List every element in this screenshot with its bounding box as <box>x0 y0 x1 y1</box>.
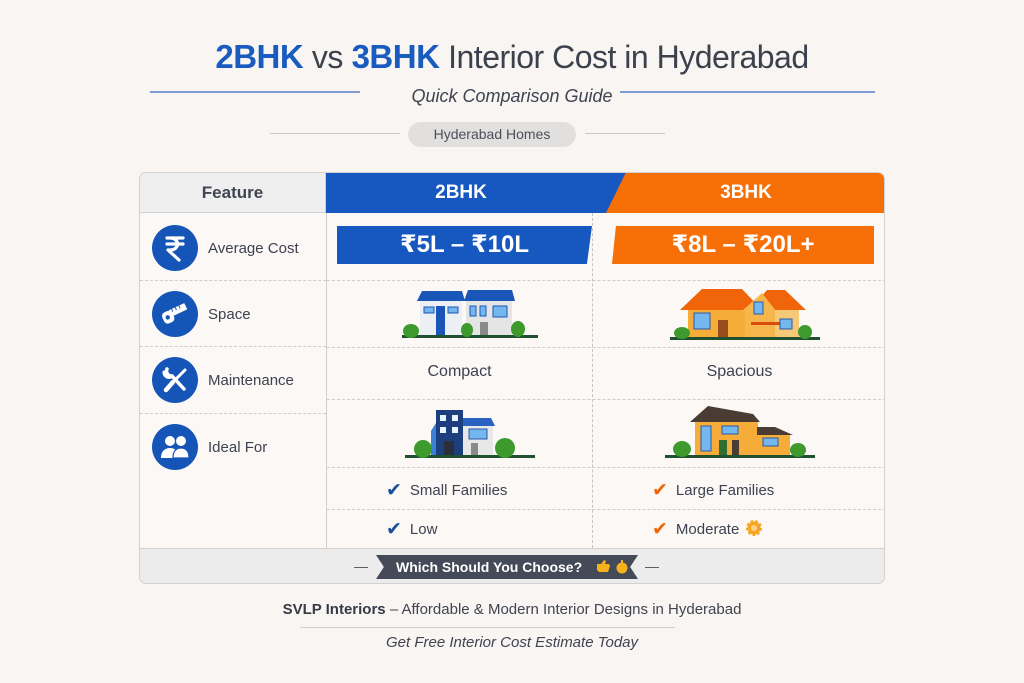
two-storey-house-illustration <box>665 404 815 464</box>
maintenance-3bhk: ✔ Moderate <box>652 518 763 541</box>
banner-text: Which Should You Choose? <box>396 559 583 575</box>
cost-2bhk: ₹5L – ₹10L <box>337 226 592 264</box>
subtitle-rule-right <box>620 91 875 93</box>
thumbs-up-icon <box>596 560 629 574</box>
checkmark-icon: ✔ <box>386 519 402 540</box>
row-divider <box>327 399 884 400</box>
feature-label: Average Cost <box>208 239 299 257</box>
row-divider <box>327 280 884 281</box>
row-divider <box>327 509 884 510</box>
cost-3bhk: ₹8L – ₹20L+ <box>612 226 874 264</box>
decorative-dash: — <box>354 558 368 574</box>
checkmark-icon: ✔ <box>652 480 668 501</box>
column-header-3bhk: 3BHK <box>720 182 772 203</box>
feature-label: Space <box>208 305 251 323</box>
column-divider <box>326 213 327 548</box>
checkmark-icon: ✔ <box>652 519 668 540</box>
feature-label: Maintenance <box>208 371 294 389</box>
row-divider <box>140 413 326 414</box>
column-header-feature: Feature <box>140 173 326 213</box>
brand-name: SVLP Interiors <box>282 601 386 618</box>
gear-icon <box>745 519 763 541</box>
wrench-screwdriver-icon <box>152 357 198 403</box>
subtitle-rule-left <box>150 91 360 93</box>
brand-line: SVLP Interiors – Affordable & Modern Int… <box>0 601 1024 618</box>
two-small-houses-illustration <box>402 289 538 344</box>
maintenance-2bhk-text: Low <box>409 521 438 538</box>
rupee-icon <box>152 225 198 271</box>
row-divider <box>327 347 884 348</box>
which-should-you-choose-banner: Which Should You Choose? <box>376 555 638 579</box>
feature-maintenance: Maintenance <box>152 356 324 404</box>
title-rest: Interior Cost in Hyderabad <box>448 39 809 75</box>
space-2bhk: Compact <box>427 363 492 380</box>
ideal-for-3bhk-text: Large Families <box>675 482 775 499</box>
row-divider <box>327 467 884 468</box>
maintenance-3bhk-text: Moderate <box>675 521 740 538</box>
measuring-tape-icon <box>152 291 198 337</box>
badge-rule-left <box>270 133 400 134</box>
title-vs: vs <box>311 39 344 75</box>
title-3bhk: 3BHK <box>351 38 440 75</box>
footer-divider <box>300 627 675 628</box>
badge-rule-right <box>585 133 665 134</box>
feature-space: Space <box>152 290 324 338</box>
title-2bhk: 2BHK <box>215 38 304 75</box>
checkmark-icon: ✔ <box>386 480 402 501</box>
column-header-3bhk-bg <box>606 173 884 213</box>
apartment-building-illustration <box>405 409 535 464</box>
decorative-dash: — <box>645 558 659 574</box>
ideal-for-3bhk: ✔ Large Families <box>652 479 774 502</box>
comparison-table: Feature 2BHK 3BHK Average Cost Space Mai… <box>139 172 885 584</box>
feature-label: Ideal For <box>208 438 268 456</box>
feature-average-cost: Average Cost <box>152 224 324 272</box>
people-icon <box>152 424 198 470</box>
maintenance-2bhk: ✔ Low <box>386 518 437 541</box>
large-orange-roof-house-illustration <box>670 287 820 346</box>
column-divider-dashed <box>592 213 593 548</box>
row-divider <box>140 346 326 347</box>
space-3bhk: Spacious <box>706 363 773 380</box>
subtitle: Quick Comparison Guide <box>411 86 613 106</box>
call-to-action: Get Free Interior Cost Estimate Today <box>385 634 639 651</box>
column-header-2bhk: 2BHK <box>435 182 487 203</box>
brand-tagline: – Affordable & Modern Interior Designs i… <box>385 601 742 618</box>
ideal-for-2bhk-text: Small Families <box>409 482 508 499</box>
column-header-2bhk-bg <box>326 173 626 213</box>
feature-ideal-for: Ideal For <box>152 423 324 471</box>
ideal-for-2bhk: ✔ Small Families <box>386 479 507 502</box>
row-divider <box>140 280 326 281</box>
page-title: 2BHK vs 3BHK Interior Cost in Hyderabad <box>0 38 1024 76</box>
location-badge: Hyderabad Homes <box>408 122 576 147</box>
